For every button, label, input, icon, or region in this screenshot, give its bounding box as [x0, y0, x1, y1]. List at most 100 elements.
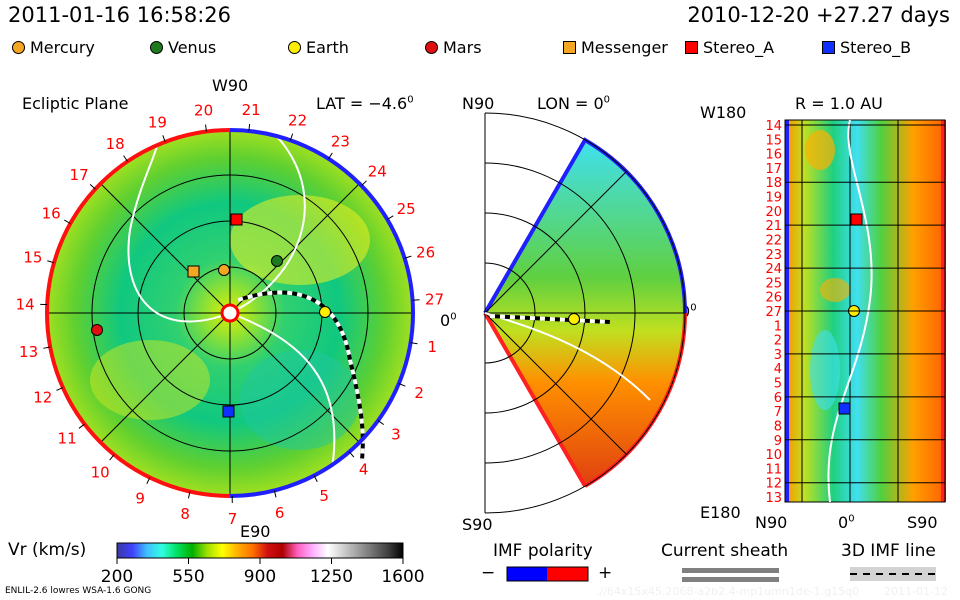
radial-side-label: 25 [765, 276, 782, 291]
s90-label: S90 [462, 515, 493, 534]
colorbar: 200 550 900 1250 1600 [101, 542, 425, 587]
stereo-a-marker [230, 213, 243, 226]
lon-text: LON = 0 [537, 94, 604, 113]
carrington-label: 2 [414, 384, 424, 402]
lat-text: LAT = −4.6 [316, 94, 408, 113]
messenger-marker [187, 265, 200, 278]
legend-label: Stereo_B [840, 38, 912, 57]
sun-icon [220, 303, 240, 323]
earth-marker [568, 313, 580, 325]
tick-mark [313, 475, 318, 482]
radial-side-label: 18 [765, 176, 782, 191]
venus-icon [150, 41, 163, 54]
tick-mark [162, 135, 166, 143]
carrington-label: 23 [331, 132, 350, 150]
radial-side-label: 20 [765, 205, 782, 220]
polarity-arc [229, 312, 415, 498]
reference-time: 2010-12-20 +27.27 days [687, 3, 950, 27]
mercury-icon [12, 41, 25, 54]
carrington-label: 4 [359, 461, 369, 479]
carrington-label: 24 [368, 162, 387, 180]
carrington-label: 19 [148, 113, 167, 131]
tick-mark [289, 133, 294, 141]
carrington-label: 18 [106, 135, 125, 153]
tick-mark [43, 346, 51, 349]
radial-side-label: 17 [765, 162, 782, 177]
colorbar-tick-label: 1250 [310, 567, 353, 587]
tick-mark [78, 423, 85, 429]
radial-side-label: 5 [774, 377, 782, 392]
imf-positive-swatch [547, 567, 588, 581]
zero-text: 0 [838, 513, 849, 532]
e180-label: E180 [700, 503, 741, 522]
tick-mark [377, 420, 385, 426]
zero-text: 0 [440, 311, 451, 330]
n90-label: N90 [462, 94, 495, 113]
radial-zero-label: 00 [838, 513, 855, 532]
stereo-b-icon [822, 41, 835, 54]
radial-side-label: 14 [765, 119, 782, 134]
radial-side-label: 19 [765, 191, 782, 206]
current-sheath-line [127, 129, 231, 323]
earth-marker [319, 306, 331, 318]
tick-mark [398, 383, 406, 387]
colorbar-tick-label: 900 [244, 567, 276, 587]
r-label: R = 1.0 AU [795, 94, 883, 113]
radial-side-label: 1 [774, 319, 782, 334]
tick-mark [328, 152, 333, 160]
tick-mark [273, 490, 277, 498]
lat-label: LAT = −4.60 [316, 94, 414, 113]
stereo-a-marker [850, 213, 863, 226]
imf-negative-swatch [507, 567, 547, 581]
carrington-label: 5 [319, 487, 329, 505]
colorbar-tick-label: 550 [172, 567, 204, 587]
tick-mark [387, 215, 394, 220]
colorbar-tick-label: 200 [101, 567, 133, 587]
polarity-arc [229, 128, 415, 314]
radial-side-label: 26 [765, 291, 782, 306]
run-date: 2011-01-12 [884, 585, 948, 598]
radial-side-label: 2 [774, 334, 782, 349]
carrington-label: 16 [42, 205, 61, 223]
mercury-marker [218, 264, 230, 276]
legend-label: Earth [306, 38, 349, 57]
radial-side-label: 16 [765, 148, 782, 163]
current-sheath-label: Current sheath [661, 541, 789, 561]
w180-label: W180 [700, 103, 747, 122]
zero-sup: 0 [848, 513, 855, 525]
legend-label: Messenger [581, 38, 668, 57]
imf-plus: + [598, 563, 613, 583]
lon-label: LON = 00 [537, 94, 610, 113]
e90-label: E90 [240, 522, 271, 541]
messenger-icon [563, 41, 576, 54]
radial-side-label: 27 [765, 305, 782, 320]
tick-mark [89, 184, 96, 190]
radial-side-label: 13 [765, 491, 782, 506]
tick-mark [123, 155, 128, 162]
ecliptic-zero-label: 00 [440, 311, 457, 330]
tick-mark [404, 255, 412, 259]
carrington-label: 22 [288, 112, 307, 130]
legend-stereo-b: Stereo_B [822, 38, 911, 57]
ecliptic-title: Ecliptic Plane [22, 94, 129, 113]
tick-mark [410, 342, 418, 345]
carrington-label: 8 [180, 505, 190, 523]
radial-side-label: 15 [765, 133, 782, 148]
legend-venus: Venus [150, 38, 216, 57]
legend-earth: Earth [288, 38, 349, 57]
carrington-label: 10 [91, 464, 110, 482]
tick-mark [146, 477, 151, 485]
meridional-panel [483, 112, 687, 514]
legend-label: Stereo_A [703, 38, 775, 57]
current-sheath-line [229, 312, 336, 481]
stereo-b-marker [838, 402, 851, 415]
radial-side-label: 12 [765, 477, 782, 492]
lat-sup: 0 [407, 94, 414, 106]
tick-mark [205, 124, 207, 132]
radial-side-label: 21 [765, 219, 782, 234]
lon-sup: 0 [603, 94, 611, 106]
carrington-label: 15 [23, 249, 42, 267]
carrington-label: 9 [135, 489, 145, 507]
carrington-label: 25 [397, 200, 416, 218]
